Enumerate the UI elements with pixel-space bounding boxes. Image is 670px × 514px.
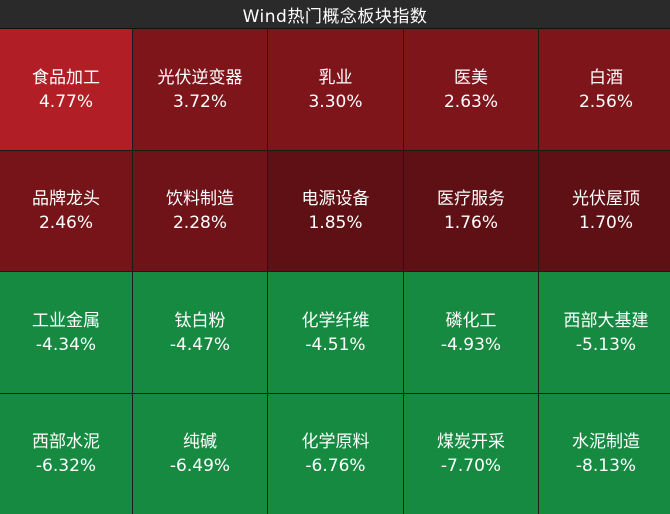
sector-change: -4.34% <box>35 334 97 355</box>
sector-name: 钛白粉 <box>174 310 226 331</box>
sector-name: 工业金属 <box>32 310 100 331</box>
sector-tile[interactable]: 水泥制造 -8.13% <box>539 394 670 514</box>
sector-name: 饮料制造 <box>166 189 234 209</box>
sector-name: 光伏屋顶 <box>572 189 640 209</box>
sector-change: -8.13% <box>575 456 637 476</box>
sector-change: 2.28% <box>172 213 227 233</box>
sector-change: 3.30% <box>308 91 363 112</box>
sector-change: 3.72% <box>172 91 227 112</box>
sector-tile[interactable]: 磷化工 -4.93% <box>404 272 538 393</box>
sector-change: -4.47% <box>169 334 231 355</box>
sector-change: 2.46% <box>38 213 93 233</box>
sector-change: -5.13% <box>575 334 637 355</box>
sector-tile[interactable]: 白酒 2.56% <box>539 29 670 150</box>
sector-tile[interactable]: 西部水泥 -6.32% <box>0 394 132 514</box>
sector-name: 西部水泥 <box>32 432 100 452</box>
sector-tile[interactable]: 乳业 3.30% <box>268 29 403 150</box>
sector-grid: 食品加工 4.77% 光伏逆变器 3.72% 乳业 3.30% 医美 2.63% 白酒 2… <box>0 29 670 514</box>
sector-name: 医疗服务 <box>437 189 505 209</box>
sector-tile[interactable]: 品牌龙头 2.46% <box>0 151 132 271</box>
sector-change: 1.85% <box>308 213 363 233</box>
sector-tile[interactable]: 电源设备 1.85% <box>268 151 403 271</box>
sector-name: 食品加工 <box>32 67 100 88</box>
sector-name: 磷化工 <box>445 310 497 331</box>
sector-tile[interactable]: 医美 2.63% <box>404 29 538 150</box>
sector-tile[interactable]: 化学纤维 -4.51% <box>268 272 403 393</box>
sector-change: 1.76% <box>443 213 498 233</box>
sector-tile[interactable]: 光伏屋顶 1.70% <box>539 151 670 271</box>
sector-name: 煤炭开采 <box>437 432 505 452</box>
sector-name: 白酒 <box>589 67 623 88</box>
panel-title: Wind热门概念板块指数 <box>0 0 670 29</box>
sector-tile[interactable]: 光伏逆变器 3.72% <box>133 29 267 150</box>
sector-change: -4.93% <box>440 334 502 355</box>
sector-name: 化学纤维 <box>301 310 370 331</box>
sector-tile[interactable]: 纯碱 -6.49% <box>133 394 267 514</box>
sector-change: -6.49% <box>169 456 231 476</box>
sector-tile[interactable]: 化学原料 -6.76% <box>268 394 403 514</box>
sector-tile[interactable]: 西部大基建 -5.13% <box>539 272 670 393</box>
sector-name: 乳业 <box>318 67 353 88</box>
sector-change: -7.70% <box>440 456 502 476</box>
sector-change: -6.76% <box>305 456 366 476</box>
sector-tile[interactable]: 工业金属 -4.34% <box>0 272 132 393</box>
sector-name: 水泥制造 <box>572 432 640 452</box>
sector-name: 电源设备 <box>301 189 370 209</box>
sector-name: 光伏逆变器 <box>157 67 243 88</box>
sector-change: -4.51% <box>305 334 366 355</box>
sector-name: 纯碱 <box>183 432 217 452</box>
sector-name: 医美 <box>454 67 488 88</box>
sector-change: -6.32% <box>35 456 97 476</box>
sector-name: 西部大基建 <box>563 310 649 331</box>
sector-name: 品牌龙头 <box>32 189 100 209</box>
sector-change: 2.56% <box>578 91 633 112</box>
sector-tile[interactable]: 钛白粉 -4.47% <box>133 272 267 393</box>
sector-change: 2.63% <box>443 91 498 112</box>
sector-tile[interactable]: 医疗服务 1.76% <box>404 151 538 271</box>
sector-tile[interactable]: 食品加工 4.77% <box>0 29 132 150</box>
sector-tile[interactable]: 煤炭开采 -7.70% <box>404 394 538 514</box>
sector-change: 4.77% <box>38 91 93 112</box>
sector-change: 1.70% <box>578 213 633 233</box>
sector-name: 化学原料 <box>301 432 370 452</box>
sector-tile[interactable]: 饮料制造 2.28% <box>133 151 267 271</box>
